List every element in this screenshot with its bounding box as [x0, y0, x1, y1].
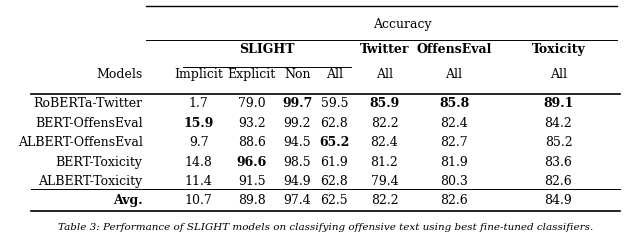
- Text: 89.8: 89.8: [238, 195, 266, 207]
- Text: RoBERTa-Twitter: RoBERTa-Twitter: [33, 97, 143, 110]
- Text: 61.9: 61.9: [321, 156, 348, 169]
- Text: Table 3: Performance of SLIGHT models on classifying offensive text using best f: Table 3: Performance of SLIGHT models on…: [58, 223, 593, 232]
- Text: BERT-OffensEval: BERT-OffensEval: [35, 117, 143, 130]
- Text: 85.8: 85.8: [439, 97, 469, 110]
- Text: 81.2: 81.2: [371, 156, 398, 169]
- Text: 84.9: 84.9: [545, 195, 572, 207]
- Text: 85.9: 85.9: [369, 97, 399, 110]
- Text: Explicit: Explicit: [228, 68, 276, 81]
- Text: 62.5: 62.5: [321, 195, 348, 207]
- Text: Models: Models: [97, 68, 143, 81]
- Text: 99.2: 99.2: [284, 117, 311, 130]
- Text: All: All: [376, 68, 393, 81]
- Text: 84.2: 84.2: [545, 117, 572, 130]
- Text: SLIGHT: SLIGHT: [239, 43, 294, 56]
- Text: Implicit: Implicit: [174, 68, 223, 81]
- Text: 9.7: 9.7: [189, 136, 209, 149]
- Text: All: All: [550, 68, 567, 81]
- Text: 10.7: 10.7: [185, 195, 212, 207]
- Text: 82.2: 82.2: [371, 195, 398, 207]
- Text: 82.6: 82.6: [440, 195, 468, 207]
- Text: 62.8: 62.8: [321, 175, 348, 188]
- Text: 14.8: 14.8: [185, 156, 212, 169]
- Text: 79.0: 79.0: [238, 97, 266, 110]
- Text: 15.9: 15.9: [184, 117, 214, 130]
- Text: 97.4: 97.4: [284, 195, 311, 207]
- Text: 94.5: 94.5: [284, 136, 311, 149]
- Text: ALBERT-OffensEval: ALBERT-OffensEval: [18, 136, 143, 149]
- Text: 82.4: 82.4: [440, 117, 468, 130]
- Text: 94.9: 94.9: [284, 175, 311, 188]
- Text: 96.6: 96.6: [237, 156, 267, 169]
- Text: 1.7: 1.7: [189, 97, 209, 110]
- Text: 98.5: 98.5: [284, 156, 311, 169]
- Text: 81.9: 81.9: [440, 156, 468, 169]
- Text: BERT-Toxicity: BERT-Toxicity: [56, 156, 143, 169]
- Text: 89.1: 89.1: [543, 97, 573, 110]
- Text: 82.4: 82.4: [371, 136, 398, 149]
- Text: 85.2: 85.2: [545, 136, 572, 149]
- Text: OffensEval: OffensEval: [417, 43, 492, 56]
- Text: 91.5: 91.5: [238, 175, 266, 188]
- Text: Toxicity: Toxicity: [532, 43, 586, 56]
- Text: 62.8: 62.8: [321, 117, 348, 130]
- Text: ALBERT-Toxicity: ALBERT-Toxicity: [38, 175, 143, 188]
- Text: 93.2: 93.2: [238, 117, 266, 130]
- Text: 11.4: 11.4: [185, 175, 212, 188]
- Text: 80.3: 80.3: [440, 175, 468, 188]
- Text: All: All: [326, 68, 343, 81]
- Text: 79.4: 79.4: [371, 175, 398, 188]
- Text: 65.2: 65.2: [319, 136, 349, 149]
- Text: Non: Non: [284, 68, 310, 81]
- Text: Twitter: Twitter: [360, 43, 409, 56]
- Text: 99.7: 99.7: [282, 97, 312, 110]
- Text: 83.6: 83.6: [545, 156, 572, 169]
- Text: 88.6: 88.6: [238, 136, 266, 149]
- Text: 82.2: 82.2: [371, 117, 398, 130]
- Text: 82.7: 82.7: [440, 136, 468, 149]
- Text: 59.5: 59.5: [321, 97, 348, 110]
- Text: 82.6: 82.6: [545, 175, 572, 188]
- Text: Accuracy: Accuracy: [373, 18, 431, 31]
- Text: Avg.: Avg.: [113, 195, 143, 207]
- Text: All: All: [445, 68, 463, 81]
